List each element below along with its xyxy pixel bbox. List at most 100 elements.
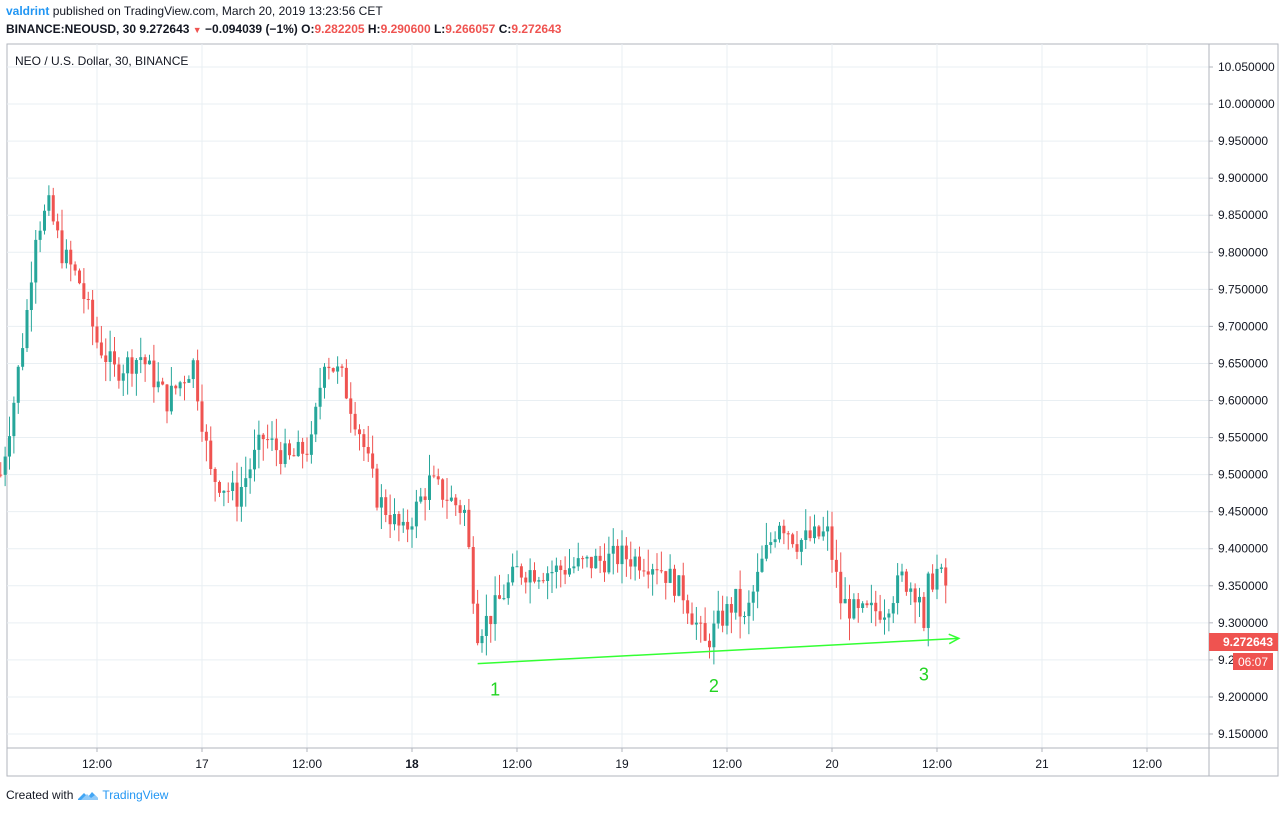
- tradingview-link[interactable]: TradingView: [102, 788, 169, 802]
- candle-down: [471, 547, 475, 604]
- low-value: 9.266057: [445, 22, 496, 36]
- candle-down: [362, 434, 366, 448]
- candle-up: [244, 478, 248, 487]
- candle-up: [550, 571, 554, 574]
- candle-down: [533, 570, 536, 582]
- candle-up: [611, 545, 615, 554]
- candle-down: [301, 441, 305, 454]
- candle-up: [716, 610, 720, 624]
- y-tick-label: 9.500000: [1218, 468, 1268, 482]
- candle-up: [747, 602, 751, 617]
- candle-down: [454, 497, 458, 506]
- close-value: 9.272643: [511, 22, 562, 36]
- candle-down: [266, 439, 270, 441]
- close-label: C:: [498, 22, 512, 36]
- candle-down: [388, 515, 392, 525]
- candle-up: [799, 539, 803, 552]
- candle-down: [931, 573, 935, 590]
- candle-up: [668, 568, 672, 583]
- candle-down: [559, 565, 563, 571]
- candle-up: [633, 556, 637, 567]
- candle-down: [834, 559, 838, 572]
- candle-up: [178, 382, 182, 389]
- x-tick-label: 21: [1035, 757, 1049, 771]
- y-tick-label: 9.650000: [1218, 356, 1268, 370]
- down-triangle-icon: ▼: [192, 25, 202, 35]
- candle-down: [213, 468, 217, 482]
- published-line: valdrint published on TradingView.com, M…: [6, 4, 383, 18]
- candle-down: [91, 299, 95, 327]
- candle-down: [856, 599, 860, 609]
- candle-up: [257, 434, 261, 450]
- candle-down: [467, 509, 471, 548]
- low-label: L:: [433, 22, 446, 36]
- candle-down: [589, 556, 593, 569]
- candle-down: [235, 482, 239, 507]
- candle-down: [541, 580, 545, 582]
- candle-up: [502, 598, 506, 600]
- created-with-text: Created with: [6, 788, 74, 802]
- candle-down: [51, 195, 55, 222]
- trendline[interactable]: [477, 637, 959, 665]
- y-tick-label: 9.150000: [1218, 727, 1268, 741]
- trendline-group[interactable]: 1 2 3: [477, 633, 961, 700]
- candle-down: [397, 514, 401, 526]
- y-tick-label: 10.000000: [1218, 97, 1275, 111]
- candle-up: [760, 558, 764, 572]
- candle-down: [174, 385, 178, 389]
- candle-down: [629, 559, 633, 567]
- candle-down: [95, 326, 99, 343]
- candle-up: [821, 531, 825, 537]
- candle-down: [690, 613, 694, 625]
- candle-up: [804, 530, 808, 540]
- candle-up: [694, 622, 698, 625]
- ohlc-line: BINANCE:NEOUSD, 30 9.272643 ▼ −0.094039 …: [6, 22, 561, 36]
- candle-down: [130, 357, 134, 374]
- candle-down: [117, 364, 121, 381]
- time-axis[interactable]: 12:00 17 12:00 18 12:00 19 12:00 20 12:00 21 12:00: [82, 748, 1162, 771]
- candle-up: [585, 556, 589, 559]
- candle-up: [248, 469, 252, 479]
- candle-up: [108, 351, 112, 362]
- candle-down: [165, 384, 169, 412]
- candle-up: [253, 449, 256, 470]
- candle-down: [78, 270, 81, 284]
- candle-up: [743, 616, 746, 618]
- y-tick-label: 9.950000: [1218, 134, 1268, 148]
- candle-down: [708, 640, 711, 648]
- candle-up: [126, 357, 130, 374]
- candle-down: [183, 382, 186, 384]
- candle-down: [638, 556, 641, 571]
- candle-up: [484, 615, 488, 636]
- author-name[interactable]: valdrint: [6, 4, 50, 18]
- candle-up: [537, 580, 541, 582]
- candle-down: [200, 401, 204, 432]
- candles: [0, 185, 948, 665]
- countdown-box: [1233, 653, 1273, 670]
- candle-down: [598, 555, 602, 561]
- candle-down: [82, 283, 86, 300]
- candle-up: [900, 571, 904, 576]
- candle-down: [375, 468, 379, 508]
- candle-up: [843, 598, 847, 604]
- candle-up: [318, 387, 322, 407]
- candle-down: [782, 525, 786, 534]
- candle-up: [607, 553, 611, 573]
- footer: Created with TradingView: [6, 788, 168, 802]
- candle-down: [581, 558, 585, 560]
- x-tick-label: 19: [615, 757, 629, 771]
- candle-down: [738, 588, 742, 617]
- candle-down: [476, 603, 480, 644]
- tradingview-logo-icon: [78, 792, 99, 800]
- candle-up: [134, 360, 138, 374]
- candle-down: [0, 474, 3, 476]
- candle-down: [226, 490, 230, 492]
- price-change: −0.094039 (−1%): [205, 22, 298, 36]
- candle-up: [926, 573, 930, 628]
- candle-down: [99, 342, 103, 356]
- x-tick-label: 12:00: [82, 757, 112, 771]
- candle-down: [808, 530, 812, 539]
- candle-up: [576, 558, 580, 567]
- candle-down: [196, 360, 200, 402]
